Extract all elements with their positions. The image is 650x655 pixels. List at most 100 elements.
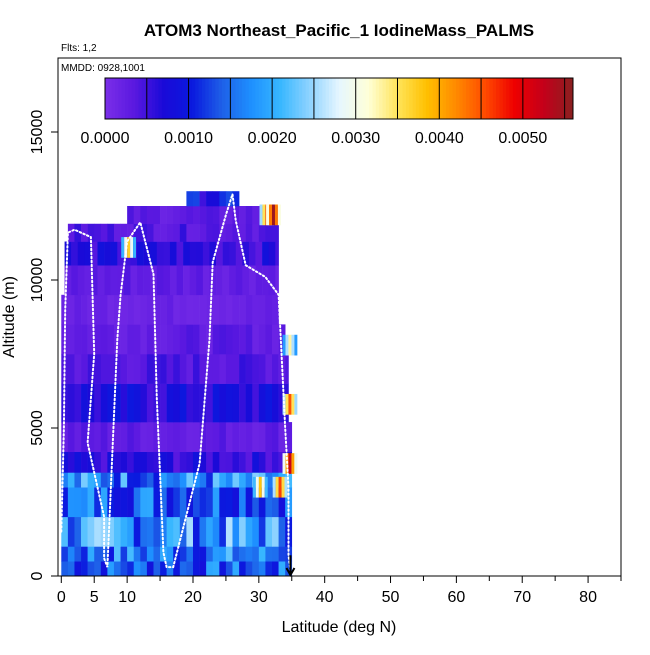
heatmap-cell — [87, 422, 95, 452]
colorbar-segment — [492, 78, 497, 119]
colorbar-segment — [282, 78, 286, 119]
heatmap-cell — [258, 516, 266, 547]
heatmap-cell — [140, 546, 148, 562]
heatmap-cell — [192, 324, 200, 355]
colorbar-segment — [546, 78, 550, 119]
heatmap-cell — [153, 451, 161, 473]
heatmap-cell — [160, 324, 167, 355]
heatmap-cell — [212, 422, 220, 452]
colorbar-segment — [415, 78, 420, 119]
heatmap-cell — [265, 546, 273, 562]
colorbar-segment — [151, 78, 156, 119]
heatmap-cell — [81, 487, 88, 518]
colorbar-segment — [205, 78, 210, 119]
colorbar-segment — [542, 78, 547, 119]
colorbar-segment — [295, 78, 300, 119]
heatmap-cell — [285, 354, 289, 384]
heatmap-cell — [192, 422, 200, 452]
heatmap-cell — [127, 223, 135, 242]
heatmap-cell — [206, 294, 214, 325]
heatmap-high-cell — [294, 334, 298, 356]
heatmap-cell — [262, 265, 270, 296]
heatmap-cell — [225, 354, 233, 384]
heatmap-cell — [219, 383, 227, 423]
heatmap-cell — [252, 487, 260, 518]
heatmap-cell — [192, 294, 200, 325]
heatmap-cell — [209, 241, 217, 266]
heatmap-cell — [94, 324, 102, 355]
heatmap-high-cell — [264, 476, 268, 498]
heatmap-cell — [166, 223, 174, 242]
heatmap-cell — [94, 546, 102, 562]
heatmap-cell — [245, 223, 253, 242]
colorbar-segment — [469, 78, 474, 119]
colorbar-segment — [238, 78, 243, 119]
heatmap-cell — [100, 223, 108, 242]
heatmap-cell — [192, 561, 200, 576]
heatmap-cell — [258, 294, 266, 325]
heatmap-cell — [67, 546, 75, 562]
heatmap-high-cell — [130, 237, 134, 258]
heatmap-cell — [179, 324, 187, 355]
heatmap-cell — [113, 223, 121, 242]
heatmap-cell — [258, 354, 266, 384]
heatmap-cell — [81, 422, 88, 452]
heatmap-cell — [153, 294, 161, 325]
colorbar-segment — [201, 78, 206, 119]
heatmap-cell — [74, 422, 82, 452]
colorbar-segment — [529, 78, 534, 119]
heatmap-cell — [219, 191, 227, 207]
heatmap-cell — [179, 516, 187, 547]
heatmap-cell — [169, 265, 177, 296]
heatmap-cell — [212, 223, 220, 242]
heatmap-cell — [186, 294, 194, 325]
heatmap-cell — [67, 561, 75, 576]
heatmap-cell — [206, 383, 214, 423]
heatmap-cell — [245, 294, 253, 325]
heatmap-cell — [173, 324, 181, 355]
heatmap-cell — [120, 223, 128, 242]
heatmap-cell — [192, 516, 200, 547]
heatmap-cell — [146, 451, 154, 473]
heatmap-cell — [173, 223, 181, 242]
heatmap-cell — [252, 451, 260, 473]
heatmap-cell — [117, 241, 125, 266]
heatmap-cell — [137, 241, 144, 266]
heatmap-cell — [166, 546, 174, 562]
heatmap-cell — [272, 546, 279, 562]
heatmap-cell — [206, 223, 214, 242]
colorbar-segment — [211, 78, 216, 119]
x-axis-title: Latitude (deg N) — [282, 619, 397, 636]
date-note: MMDD: 0928,1001 — [61, 63, 145, 74]
colorbar-segment — [335, 78, 340, 119]
heatmap-cell — [212, 451, 220, 473]
heatmap-cell — [64, 265, 72, 296]
heatmap-cell — [179, 546, 187, 562]
colorbar-segment — [292, 78, 296, 119]
heatmap-cell — [81, 516, 88, 547]
heatmap-cell — [100, 324, 108, 355]
heatmap-cell — [239, 561, 246, 576]
heatmap-cell — [192, 451, 200, 473]
heatmap-cell — [225, 472, 233, 488]
heatmap-high-cell — [258, 476, 262, 498]
heatmap-cell — [100, 422, 108, 452]
colorbar-tick-label: 0.0030 — [331, 130, 380, 147]
heatmap-cell — [239, 516, 246, 547]
heatmap-high-cell — [255, 476, 259, 498]
heatmap-cell — [232, 354, 240, 384]
heatmap-cell — [179, 206, 187, 225]
heatmap-cell — [127, 206, 135, 225]
heatmap-cell — [179, 472, 187, 488]
colorbar-segment — [302, 78, 306, 119]
heatmap-cell — [100, 487, 108, 518]
heatmap-cell — [245, 472, 253, 488]
heatmap-cell — [67, 422, 75, 452]
heatmap-cell — [192, 546, 200, 562]
colorbar-segment — [148, 78, 153, 119]
colorbar-tick-label: 0.0050 — [498, 130, 547, 147]
heatmap-cell — [179, 354, 187, 384]
final-position-arrow — [285, 555, 296, 578]
heatmap-cell — [107, 294, 115, 325]
heatmap-cell — [212, 354, 220, 384]
